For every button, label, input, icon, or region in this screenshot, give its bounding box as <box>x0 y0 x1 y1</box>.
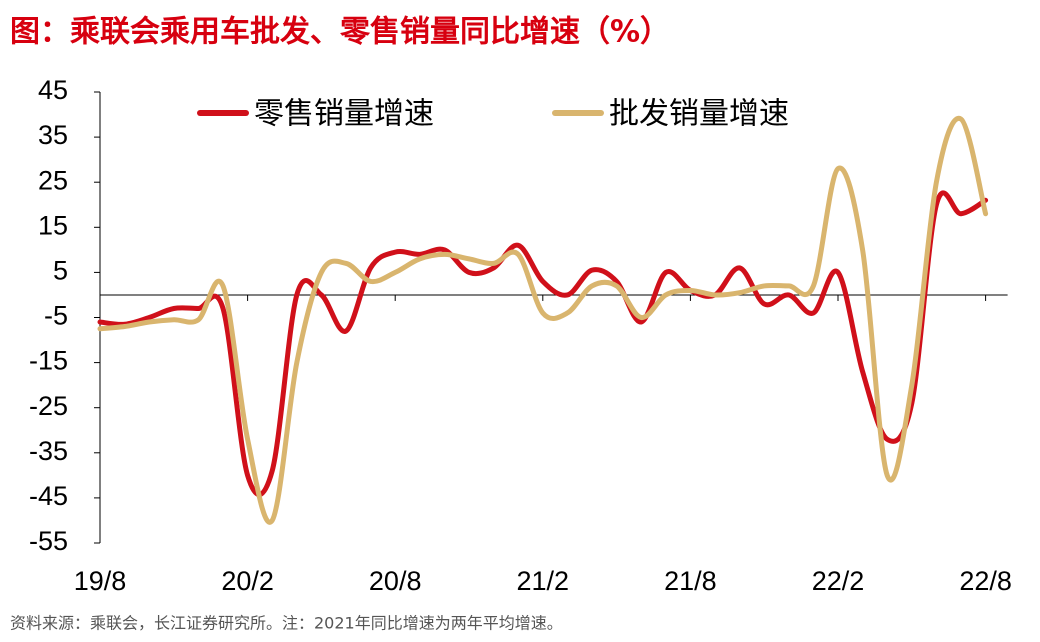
x-tick-label: 21/8 <box>664 566 717 596</box>
y-tick-label: 15 <box>38 210 68 240</box>
y-tick-label: 35 <box>38 120 68 150</box>
x-tick-label: 22/8 <box>959 566 1012 596</box>
x-tick-label: 20/8 <box>369 566 422 596</box>
source-note: 资料来源：乘联会，长江证券研究所。注：2021年同比增速为两年平均增速。 <box>10 614 563 633</box>
legend-label: 批发销量增速 <box>609 97 789 132</box>
x-tick-label: 21/2 <box>517 566 570 596</box>
x-tick-label: 19/8 <box>74 566 127 596</box>
legend-label: 零售销量增速 <box>254 97 434 132</box>
y-tick-label: -5 <box>44 301 68 331</box>
y-tick-label: 25 <box>38 165 68 195</box>
x-tick-label: 20/2 <box>221 566 274 596</box>
y-tick-label: -45 <box>29 481 68 511</box>
y-tick-label: -35 <box>29 436 68 466</box>
line-series <box>97 115 989 525</box>
chart-title: 图：乘联会乘用车批发、零售销量同比增速（%） <box>10 15 670 50</box>
x-tick-label: 22/2 <box>812 566 865 596</box>
y-tick-label: -25 <box>29 391 68 421</box>
y-tick-label: 45 <box>38 75 68 105</box>
line-series <box>97 190 989 498</box>
y-tick-label: 5 <box>53 256 68 286</box>
y-tick-label: -15 <box>29 346 68 376</box>
y-tick-label: -55 <box>29 526 68 556</box>
